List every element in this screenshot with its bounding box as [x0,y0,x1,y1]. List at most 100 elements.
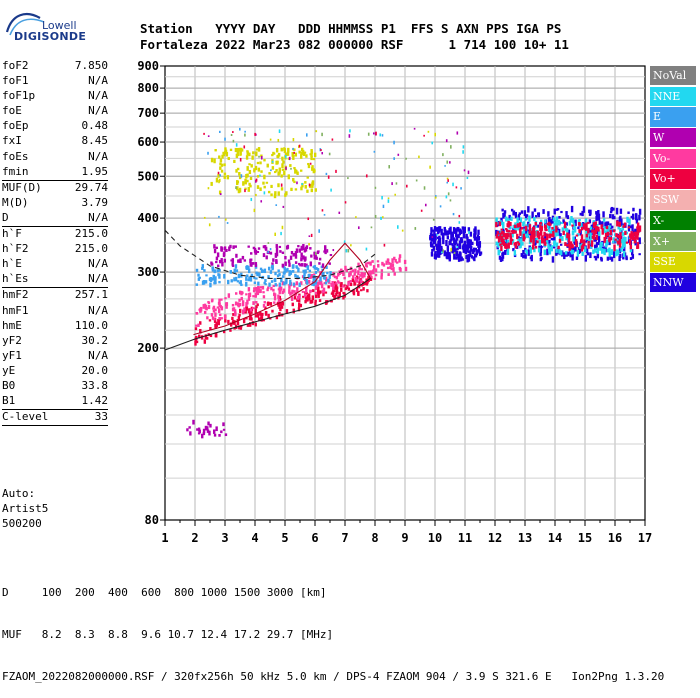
echo-point [213,269,217,273]
echo-point [209,282,212,288]
echo-point [245,155,249,160]
echo-point [259,289,262,294]
echo-point [499,243,502,246]
x-tick-label: 11 [458,531,472,545]
echo-point [550,233,554,237]
echo-point [206,426,209,431]
echo-point [636,227,639,233]
echo-point [257,288,261,294]
echo-point [260,154,263,158]
echo-point [565,222,568,226]
param-row: foEp 0.48 [2,119,108,134]
echo-point [563,221,567,229]
echo-point [495,221,498,228]
noise-point [446,177,449,180]
echo-point [240,325,243,328]
echo-point [602,218,606,222]
echo-point [277,183,280,188]
echo-point [370,270,373,274]
echo-point [283,281,286,286]
echo-point [433,226,437,231]
echo-point [211,316,215,320]
echo-point [289,255,293,260]
echo-point [531,211,534,218]
noise-point [301,183,303,186]
echo-point [392,267,395,272]
noise-point [347,248,350,253]
noise-point [460,187,462,190]
echo-point [631,249,634,256]
echo-point [316,250,320,255]
echo-point [299,169,303,172]
echo-point [269,270,273,274]
param-value: N/A [88,272,108,286]
echo-point [273,295,277,301]
echo-point [393,256,396,261]
echo-point [537,212,541,218]
echo-point [244,178,247,182]
echo-point [552,237,555,241]
echo-point [391,258,394,264]
echo-point [595,244,598,248]
echo-point [310,188,314,193]
echo-point [465,244,468,250]
noise-point [203,132,205,135]
echo-point [623,242,626,248]
echo-point [264,311,268,314]
echo-point [205,274,208,277]
noise-point [331,138,334,141]
echo-point [299,303,303,308]
echo-point [232,307,236,311]
echo-point [498,239,502,247]
echo-point [632,213,635,220]
noise-point [432,218,435,221]
param-value: N/A [88,210,108,224]
echo-point [312,168,316,174]
echo-point [290,296,294,302]
echo-point [525,229,528,234]
noise-point [244,130,246,133]
echo-point [369,261,372,266]
echo-point [587,221,590,225]
noise-point [420,209,423,212]
noise-point [345,249,348,253]
echo-point [520,210,524,214]
echo-point [589,252,592,259]
echo-point [252,307,255,310]
echo-point [469,231,473,237]
echo-point [607,226,611,233]
echo-point [220,306,224,311]
echo-point [545,239,549,244]
echo-point [250,252,253,255]
echo-point [443,250,446,257]
echo-point [553,240,557,246]
echo-point [455,231,458,237]
curve-dashed [164,229,376,279]
echo-point [540,236,544,244]
echo-point [437,226,441,233]
echo-point [195,268,199,272]
echo-point [528,215,531,222]
echo-point [270,193,273,197]
echo-point [516,223,520,228]
echo-point [218,317,221,320]
echo-point [561,227,564,232]
echo-point [192,419,195,425]
noise-point [218,215,220,218]
echo-point [209,334,213,338]
echo-point [615,207,619,215]
echo-point [524,218,527,221]
echo-point [216,252,220,258]
echo-point [562,219,565,222]
noise-point [298,144,301,148]
echo-point [272,152,276,155]
echo-point [534,215,538,218]
echo-point [391,263,395,267]
echo-point [567,233,571,240]
echo-point [509,236,513,242]
echo-point [597,213,601,221]
echo-point [610,207,613,211]
noise-point [446,181,449,184]
echo-point [636,229,640,236]
legend-item: X+ [650,231,696,251]
